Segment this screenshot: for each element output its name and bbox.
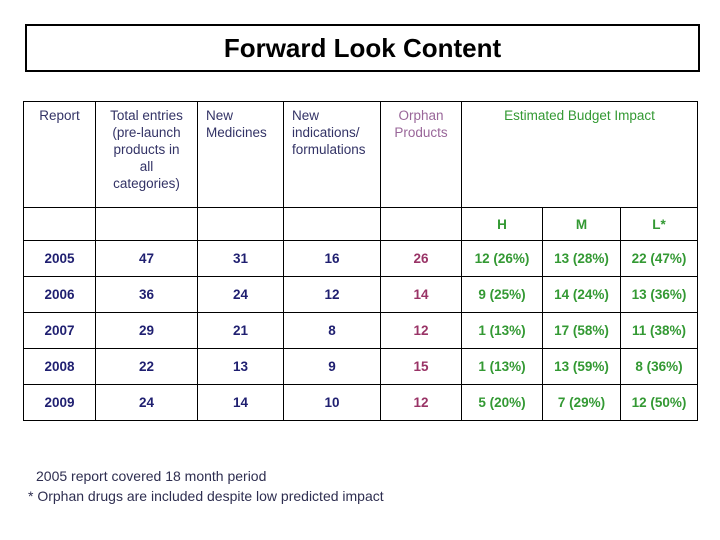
table-row-2006: 2006 36 24 12 14 9 (25%) 14 (24%) 13 (36…	[23, 276, 698, 313]
table-row-2009: 2009 24 14 10 12 5 (20%) 7 (29%) 12 (50%…	[23, 384, 698, 421]
cell-new-medicines: 24	[197, 276, 284, 313]
cell-budget-high: 1 (13%)	[461, 312, 543, 349]
col-header-budget-impact: Estimated Budget Impact	[461, 101, 698, 208]
col-header-new-indications: New indications/ formulations	[283, 101, 381, 208]
cell-new-indications: 10	[283, 384, 381, 421]
footnotes: 2005 report covered 18 month period * Or…	[28, 466, 384, 506]
cell-budget-low: 11 (38%)	[620, 312, 698, 349]
cell-year: 2006	[23, 276, 96, 313]
cell-budget-medium: 13 (28%)	[542, 240, 621, 277]
cell-orphan: 26	[380, 240, 462, 277]
forward-look-table: Report Total entries (pre-launch product…	[23, 101, 698, 421]
title-box: Forward Look Content	[25, 24, 700, 72]
cell-budget-low: 13 (36%)	[620, 276, 698, 313]
cell-new-indications: 12	[283, 276, 381, 313]
header-row-1: Report Total entries (pre-launch product…	[23, 101, 698, 208]
cell-total-entries: 29	[95, 312, 198, 349]
cell-budget-high: 12 (26%)	[461, 240, 543, 277]
empty-cell	[380, 207, 462, 241]
cell-orphan: 14	[380, 276, 462, 313]
cell-year: 2007	[23, 312, 96, 349]
cell-budget-medium: 7 (29%)	[542, 384, 621, 421]
cell-budget-medium: 13 (59%)	[542, 348, 621, 385]
header-row-2: H M L*	[23, 207, 698, 241]
cell-year: 2009	[23, 384, 96, 421]
cell-new-medicines: 31	[197, 240, 284, 277]
table-row-2005: 2005 47 31 16 26 12 (26%) 13 (28%) 22 (4…	[23, 240, 698, 277]
cell-budget-medium: 14 (24%)	[542, 276, 621, 313]
cell-budget-low: 12 (50%)	[620, 384, 698, 421]
empty-cell	[95, 207, 198, 241]
cell-new-medicines: 13	[197, 348, 284, 385]
col-header-orphan-products: Orphan Products	[380, 101, 462, 208]
cell-orphan: 15	[380, 348, 462, 385]
cell-total-entries: 22	[95, 348, 198, 385]
cell-new-indications: 8	[283, 312, 381, 349]
empty-cell	[283, 207, 381, 241]
cell-total-entries: 36	[95, 276, 198, 313]
cell-new-medicines: 21	[197, 312, 284, 349]
cell-year: 2008	[23, 348, 96, 385]
cell-budget-high: 1 (13%)	[461, 348, 543, 385]
cell-total-entries: 47	[95, 240, 198, 277]
cell-orphan: 12	[380, 384, 462, 421]
footnote-line: * Orphan drugs are included despite low …	[28, 488, 384, 504]
footnote-line: 2005 report covered 18 month period	[36, 468, 267, 484]
col-header-report: Report	[23, 101, 96, 208]
cell-new-medicines: 14	[197, 384, 284, 421]
page-title: Forward Look Content	[223, 32, 502, 63]
empty-cell	[197, 207, 284, 241]
table-row-2008: 2008 22 13 9 15 1 (13%) 13 (59%) 8 (36%)	[23, 348, 698, 385]
col-header-total-entries: Total entries (pre-launch products in al…	[95, 101, 198, 208]
cell-budget-high: 5 (20%)	[461, 384, 543, 421]
empty-cell	[23, 207, 96, 241]
cell-year: 2005	[23, 240, 96, 277]
col-header-new-medicines: New Medicines	[197, 101, 284, 208]
subcol-header-low: L*	[620, 207, 698, 241]
cell-budget-high: 9 (25%)	[461, 276, 543, 313]
subcol-header-high: H	[461, 207, 543, 241]
cell-total-entries: 24	[95, 384, 198, 421]
cell-new-indications: 16	[283, 240, 381, 277]
subcol-header-medium: M	[542, 207, 621, 241]
cell-budget-low: 22 (47%)	[620, 240, 698, 277]
table-row-2007: 2007 29 21 8 12 1 (13%) 17 (58%) 11 (38%…	[23, 312, 698, 349]
cell-budget-medium: 17 (58%)	[542, 312, 621, 349]
cell-budget-low: 8 (36%)	[620, 348, 698, 385]
cell-orphan: 12	[380, 312, 462, 349]
cell-new-indications: 9	[283, 348, 381, 385]
